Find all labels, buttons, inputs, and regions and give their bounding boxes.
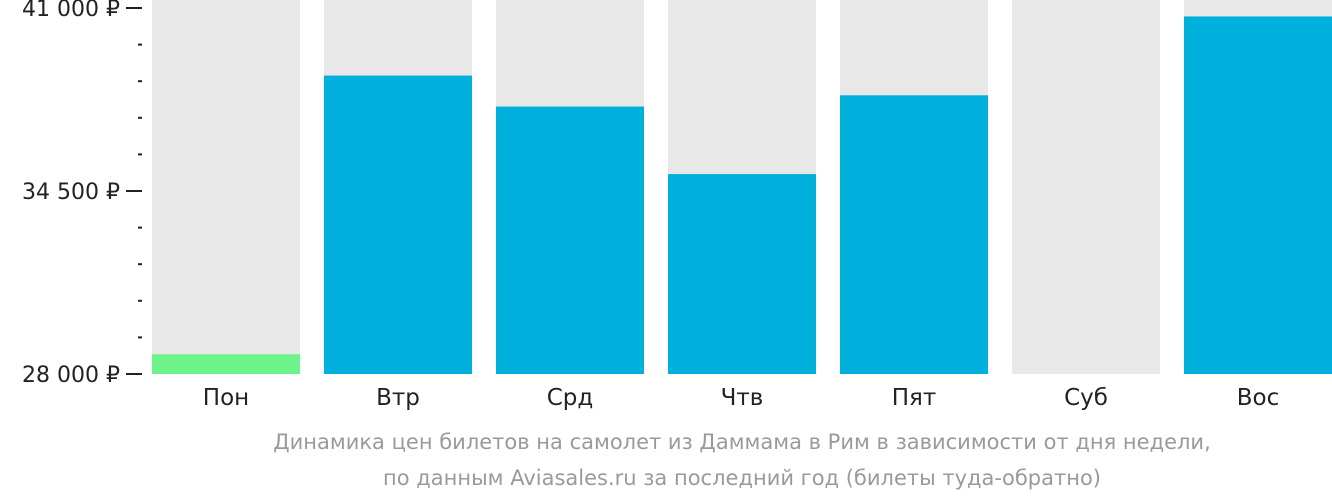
bar-1 — [324, 75, 472, 375]
y-tick-label-1: 34 500 ₽ — [22, 180, 120, 205]
bar-6 — [1184, 16, 1332, 374]
x-tick-label-3: Чтв — [721, 385, 764, 411]
x-tick-label-1: Втр — [376, 385, 420, 411]
bar-background-5 — [1012, 0, 1160, 374]
price-bar-chart: Пон Втр Срд Чтв Пят Суб Вос 41 000 ₽ 34 500 ₽ 28 … — [22, 0, 1332, 411]
chart-caption-line-1: Динамика цен билетов на самолет из Дамма… — [273, 430, 1211, 454]
bar-4 — [840, 95, 988, 375]
y-tick-label-2: 28 000 ₽ — [22, 363, 120, 388]
x-tick-label-5: Суб — [1064, 385, 1108, 411]
x-tick-label-2: Срд — [547, 385, 594, 411]
chart-caption-line-2: по данным Aviasales.ru за последний год … — [383, 466, 1101, 490]
bar-0 — [152, 354, 300, 374]
bar-3 — [668, 174, 816, 374]
x-tick-label-4: Пят — [892, 385, 937, 411]
x-tick-label-0: Пон — [203, 385, 249, 411]
x-tick-label-6: Вос — [1237, 385, 1280, 411]
y-tick-label-0: 41 000 ₽ — [22, 0, 120, 22]
bar-background-0 — [152, 0, 300, 374]
bar-2 — [496, 106, 644, 375]
